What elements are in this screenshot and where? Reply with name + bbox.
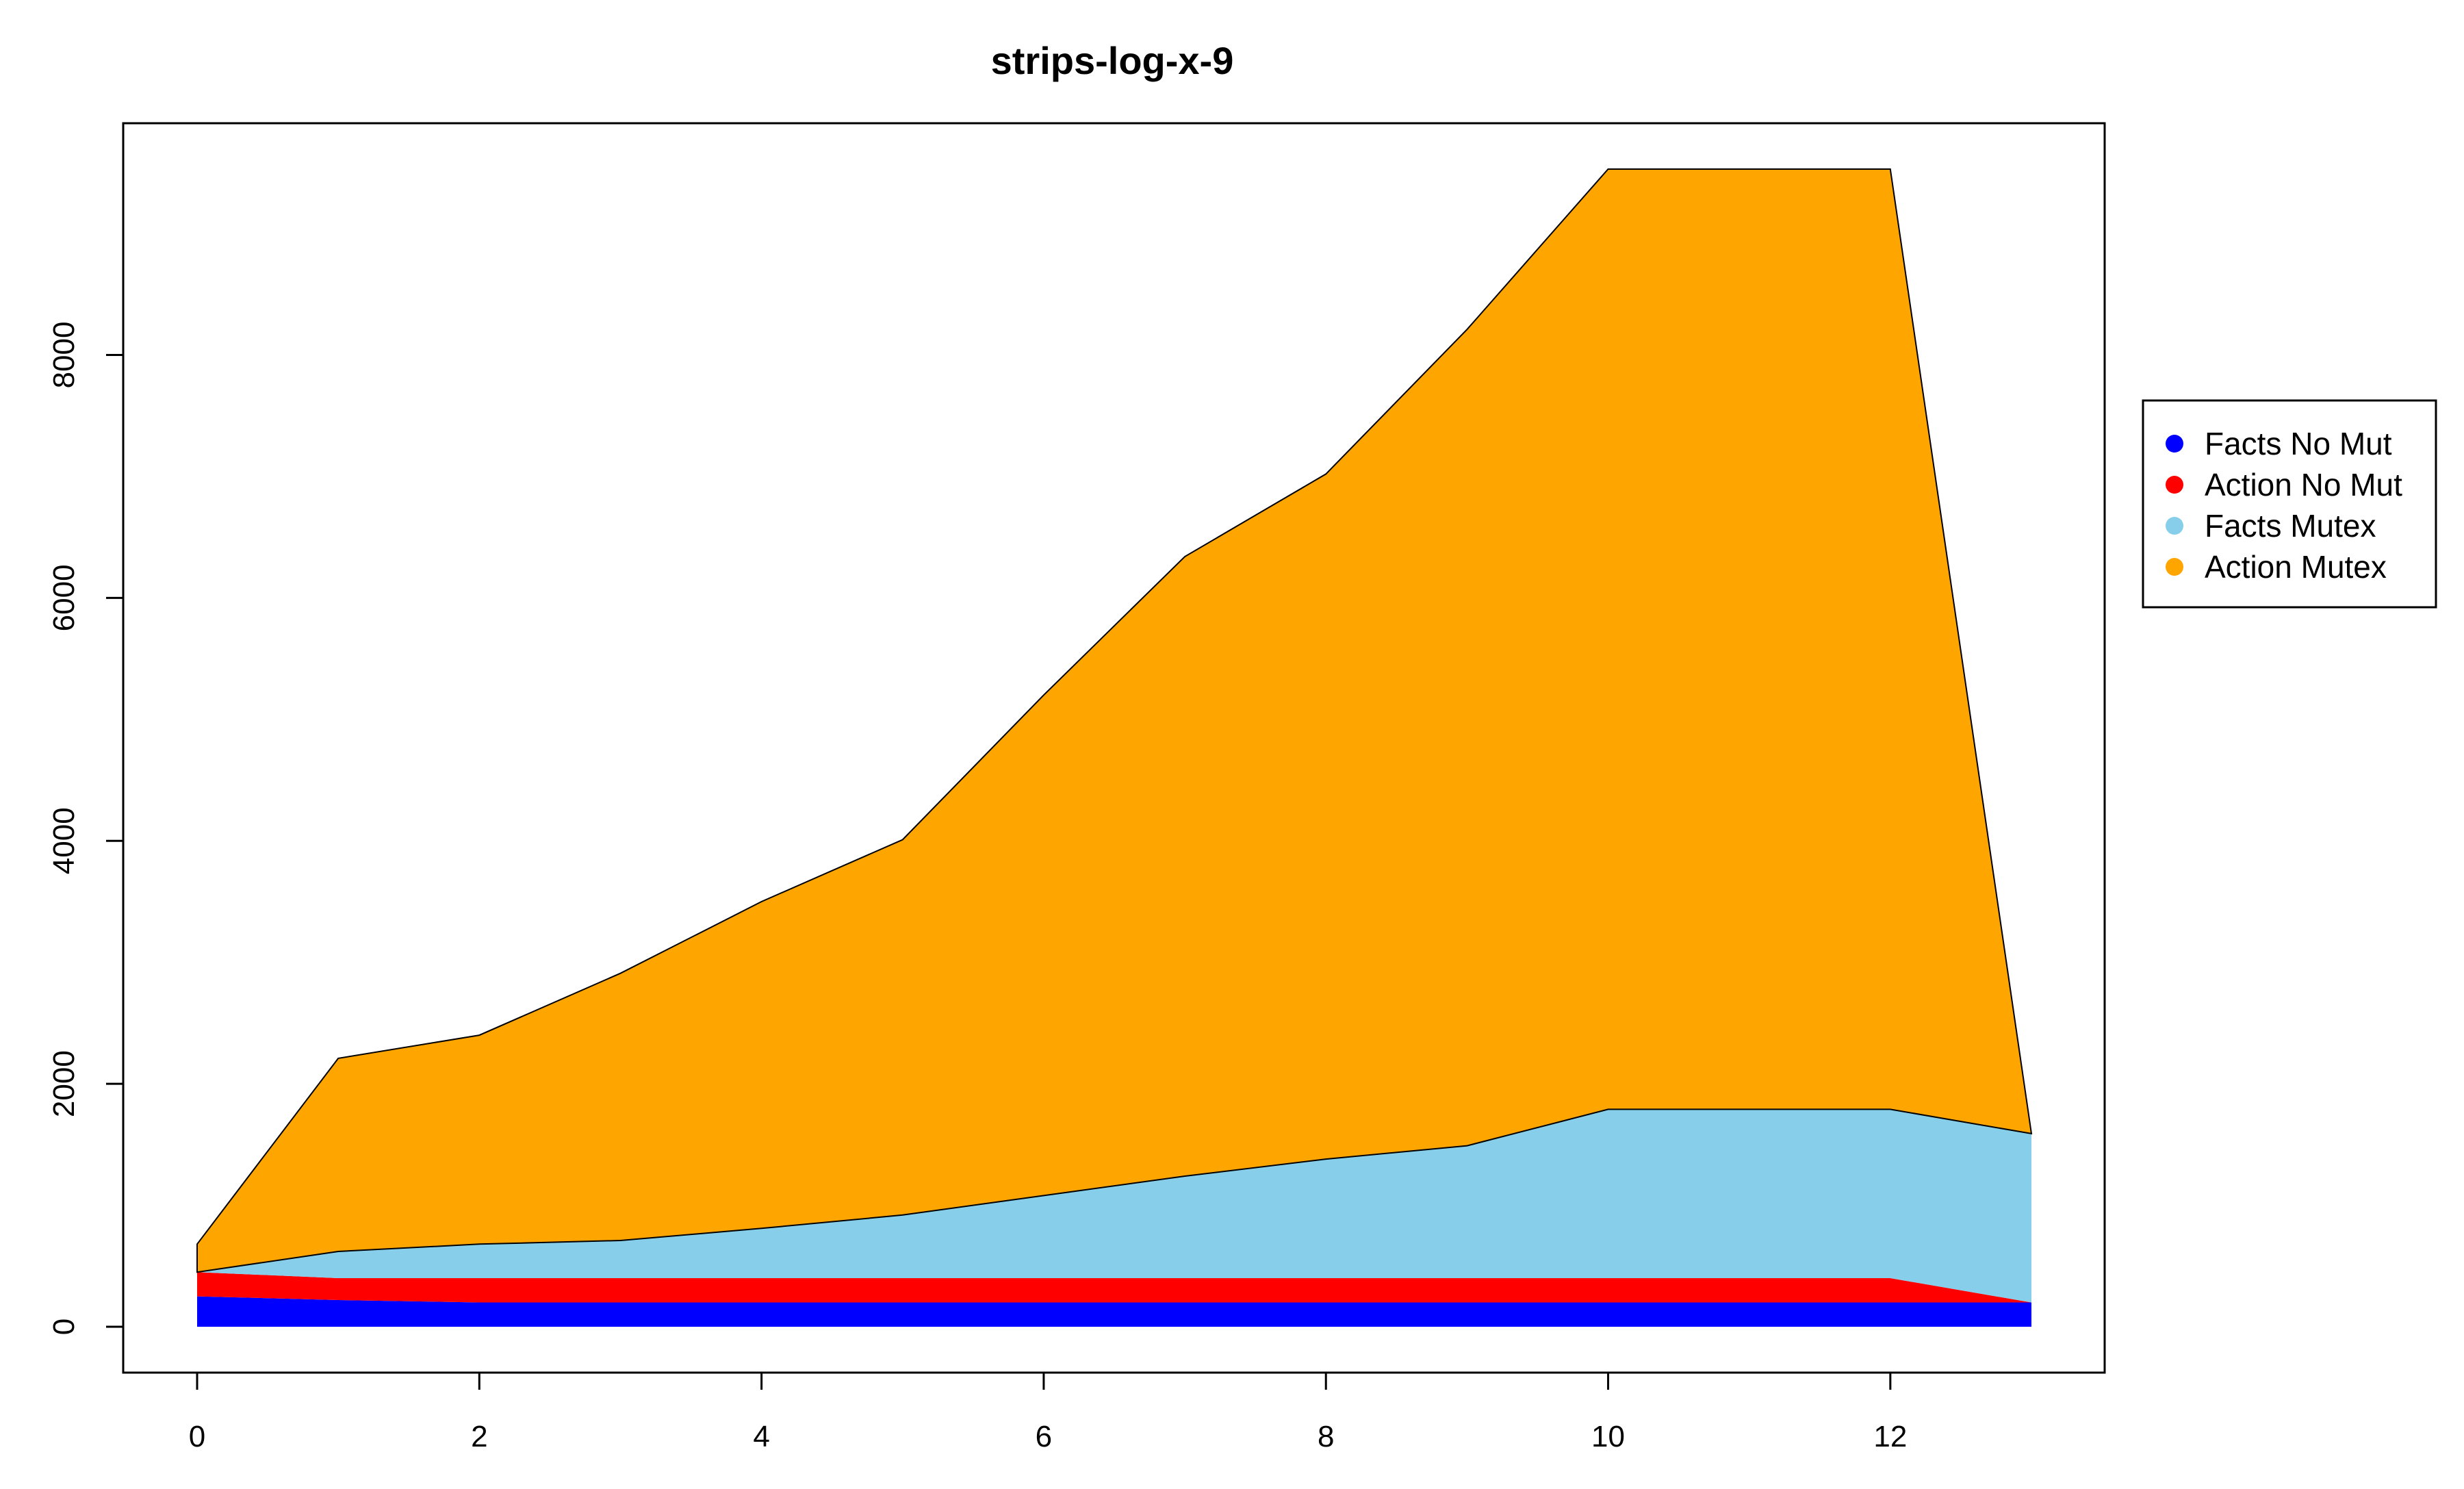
y-tick-label: 0 bbox=[47, 1319, 81, 1335]
y-tick-label: 8000 bbox=[47, 322, 81, 389]
legend-marker-facts-no-mut bbox=[2166, 435, 2183, 453]
x-tick-label: 6 bbox=[1036, 1420, 1052, 1453]
legend-label-facts-mutex: Facts Mutex bbox=[2205, 508, 2376, 544]
plot-frame bbox=[122, 122, 2106, 1374]
legend-marker-action-no-mut bbox=[2166, 476, 2183, 494]
stacked-areas bbox=[196, 168, 2033, 1327]
x-tick-label: 8 bbox=[1318, 1420, 1334, 1453]
y-axis: 0 2000 4000 6000 8000 bbox=[47, 322, 125, 1335]
legend-label-action-mutex: Action Mutex bbox=[2205, 549, 2387, 585]
y-tick-label: 2000 bbox=[47, 1050, 81, 1117]
legend-marker-action-mutex bbox=[2166, 558, 2183, 576]
area-action-mutex bbox=[196, 168, 2033, 1273]
x-tick-label: 2 bbox=[471, 1420, 487, 1453]
area-facts-mutex bbox=[197, 1109, 2031, 1303]
x-tick-label: 4 bbox=[753, 1420, 769, 1453]
legend-box bbox=[2142, 399, 2437, 609]
y-tick-label: 4000 bbox=[47, 807, 81, 874]
legend-label-action-no-mut: Action No Mut bbox=[2205, 467, 2402, 502]
legend-marker-facts-mutex bbox=[2166, 517, 2183, 535]
x-tick-label: 12 bbox=[1873, 1420, 1907, 1453]
legend-label-facts-no-mut: Facts No Mut bbox=[2205, 426, 2392, 461]
x-tick-label: 0 bbox=[189, 1420, 205, 1453]
chart-title: strips-log-x-9 bbox=[991, 39, 1234, 82]
x-tick-label: 10 bbox=[1591, 1420, 1625, 1453]
legend: Facts No Mut Action No Mut Facts Mutex Acti… bbox=[2142, 399, 2437, 609]
y-tick-label: 6000 bbox=[47, 564, 81, 631]
area-facts-no-mut bbox=[197, 1296, 2031, 1327]
area-action-no-mut bbox=[197, 1272, 2031, 1303]
x-axis: 0 2 4 6 8 10 12 bbox=[189, 1371, 1907, 1453]
